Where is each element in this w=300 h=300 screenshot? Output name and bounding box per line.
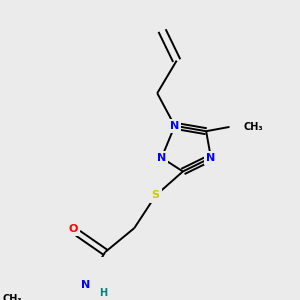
- Text: O: O: [68, 224, 78, 234]
- Text: S: S: [152, 190, 160, 200]
- Text: N: N: [170, 121, 179, 131]
- Text: N: N: [157, 153, 166, 163]
- Text: N: N: [81, 280, 90, 290]
- Text: CH₃: CH₃: [243, 122, 263, 132]
- Text: H: H: [99, 288, 107, 298]
- Text: CH₃: CH₃: [3, 294, 22, 300]
- Text: N: N: [206, 153, 215, 163]
